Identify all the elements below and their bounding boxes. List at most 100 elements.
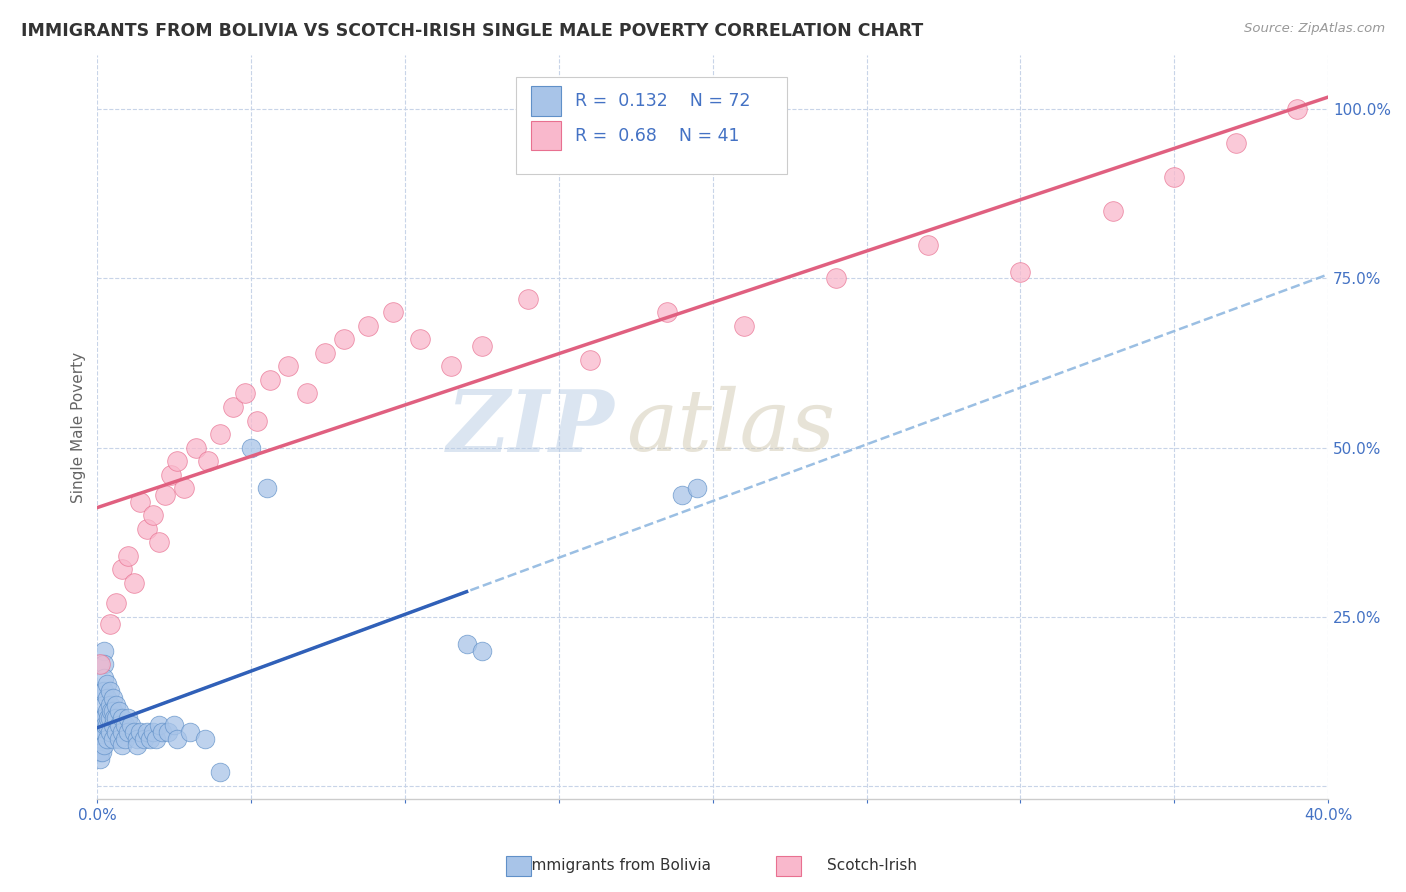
Point bbox=[104, 698, 127, 712]
Text: ZIP: ZIP bbox=[447, 385, 614, 469]
Point bbox=[1101, 203, 1123, 218]
Point bbox=[108, 718, 131, 732]
Point bbox=[578, 352, 600, 367]
Point bbox=[381, 305, 404, 319]
Point bbox=[277, 359, 299, 374]
Point bbox=[101, 718, 124, 732]
Point bbox=[124, 576, 146, 591]
Point bbox=[295, 386, 318, 401]
Point bbox=[111, 562, 134, 576]
Point bbox=[246, 413, 269, 427]
Point bbox=[120, 718, 142, 732]
Point bbox=[166, 454, 188, 468]
Text: R =  0.68    N = 41: R = 0.68 N = 41 bbox=[575, 127, 740, 145]
Point bbox=[153, 488, 176, 502]
Point bbox=[179, 724, 201, 739]
Bar bbox=[530, 120, 561, 151]
Point bbox=[655, 305, 678, 319]
Point bbox=[671, 488, 693, 502]
Point bbox=[96, 677, 118, 691]
Point bbox=[104, 596, 127, 610]
Point bbox=[138, 731, 160, 746]
Point bbox=[114, 718, 136, 732]
Point bbox=[209, 765, 232, 780]
Point bbox=[197, 454, 219, 468]
Point bbox=[440, 359, 463, 374]
Point bbox=[145, 731, 167, 746]
Point bbox=[150, 724, 173, 739]
Point bbox=[98, 711, 121, 725]
Point bbox=[117, 711, 139, 725]
Point bbox=[357, 318, 380, 333]
Point bbox=[259, 373, 281, 387]
Point bbox=[173, 481, 195, 495]
Point bbox=[127, 731, 149, 746]
Point bbox=[1225, 136, 1247, 150]
Point bbox=[1286, 103, 1309, 117]
Point bbox=[111, 711, 134, 725]
Point bbox=[824, 271, 846, 285]
Point bbox=[148, 718, 170, 732]
Point bbox=[409, 332, 432, 346]
Point bbox=[127, 739, 149, 753]
Point bbox=[163, 718, 186, 732]
Point bbox=[233, 386, 256, 401]
Point bbox=[517, 292, 540, 306]
Point bbox=[93, 657, 115, 672]
Point bbox=[96, 705, 118, 719]
Point bbox=[1163, 169, 1185, 184]
Point bbox=[194, 731, 217, 746]
Point bbox=[96, 731, 118, 746]
Text: Source: ZipAtlas.com: Source: ZipAtlas.com bbox=[1244, 22, 1385, 36]
Point bbox=[93, 698, 115, 712]
Point bbox=[108, 731, 131, 746]
Point bbox=[89, 739, 111, 753]
Text: Immigrants from Bolivia: Immigrants from Bolivia bbox=[527, 858, 710, 872]
Point bbox=[96, 718, 118, 732]
Point bbox=[166, 731, 188, 746]
Point bbox=[89, 724, 111, 739]
Point bbox=[108, 705, 131, 719]
Point bbox=[124, 724, 146, 739]
Point bbox=[98, 724, 121, 739]
Point bbox=[148, 535, 170, 549]
Point bbox=[240, 441, 263, 455]
Point bbox=[98, 684, 121, 698]
Point bbox=[111, 739, 134, 753]
Point bbox=[101, 705, 124, 719]
Point bbox=[101, 690, 124, 705]
Point bbox=[135, 724, 157, 739]
Point bbox=[129, 724, 152, 739]
Point bbox=[103, 711, 125, 725]
Point bbox=[456, 637, 478, 651]
Point bbox=[256, 481, 278, 495]
Point bbox=[91, 731, 114, 746]
Point bbox=[471, 339, 494, 353]
Point bbox=[91, 745, 114, 759]
Y-axis label: Single Male Poverty: Single Male Poverty bbox=[72, 351, 86, 503]
Point bbox=[94, 718, 117, 732]
Point bbox=[157, 724, 180, 739]
Point bbox=[117, 549, 139, 563]
Point bbox=[209, 427, 232, 442]
Text: IMMIGRANTS FROM BOLIVIA VS SCOTCH-IRISH SINGLE MALE POVERTY CORRELATION CHART: IMMIGRANTS FROM BOLIVIA VS SCOTCH-IRISH … bbox=[21, 22, 924, 40]
Point bbox=[93, 684, 115, 698]
Point bbox=[89, 657, 111, 672]
Point bbox=[314, 346, 336, 360]
Point bbox=[93, 671, 115, 685]
Point bbox=[117, 724, 139, 739]
Point bbox=[135, 522, 157, 536]
Point bbox=[93, 739, 115, 753]
Point bbox=[104, 724, 127, 739]
Text: Scotch-Irish: Scotch-Irish bbox=[827, 858, 917, 872]
Point bbox=[93, 643, 115, 657]
Point bbox=[114, 731, 136, 746]
Point bbox=[93, 724, 115, 739]
Bar bbox=[530, 87, 561, 116]
Point bbox=[96, 690, 118, 705]
Point bbox=[184, 441, 207, 455]
Point bbox=[89, 731, 111, 746]
Point bbox=[132, 731, 155, 746]
Point bbox=[93, 711, 115, 725]
Point bbox=[104, 711, 127, 725]
